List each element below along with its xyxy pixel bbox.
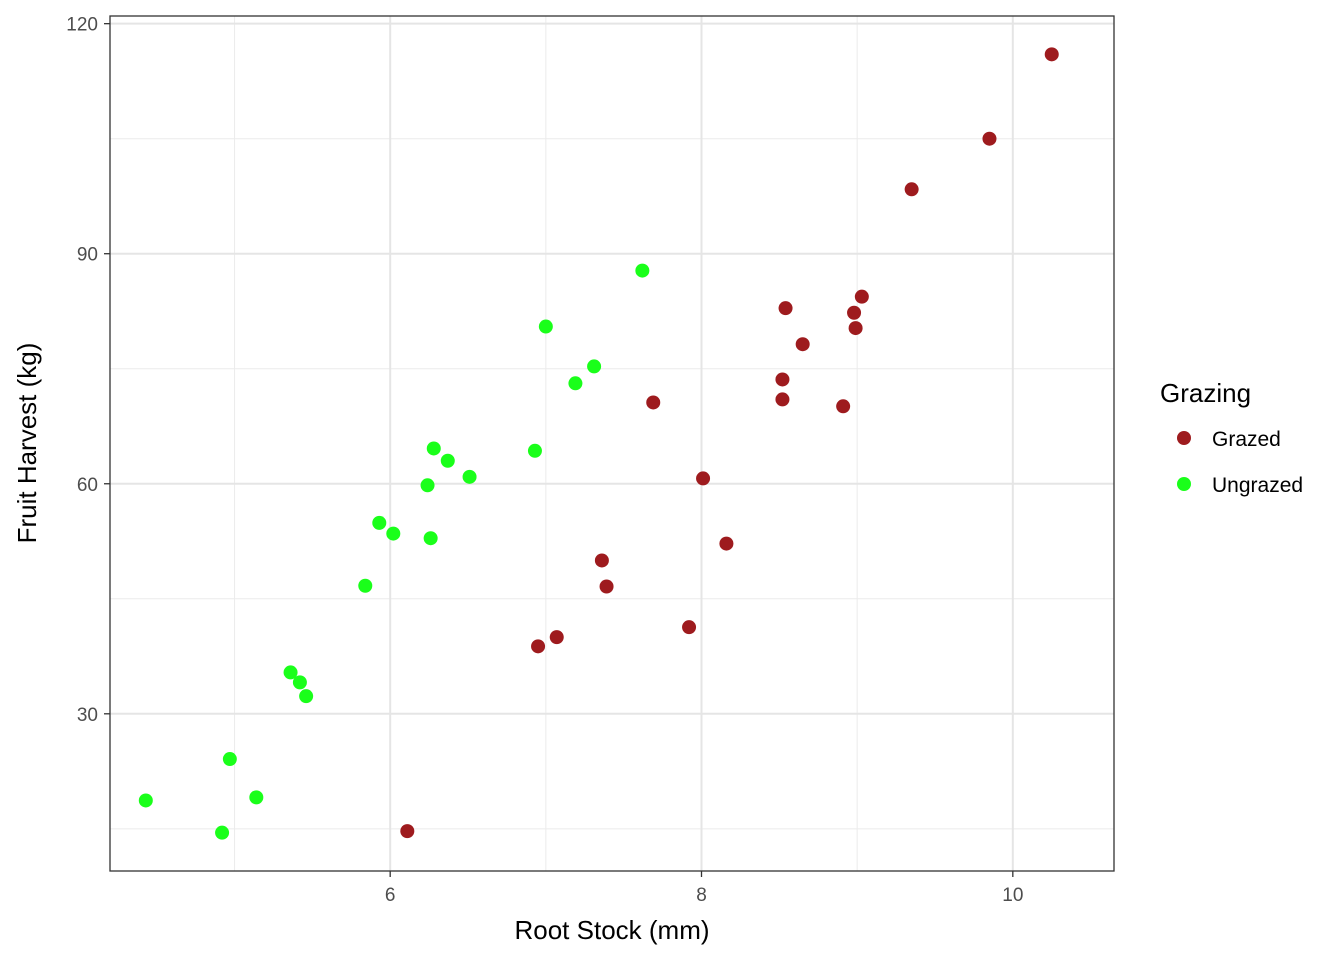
x-tick-label: 10 [1002, 885, 1023, 906]
point-grazed [778, 301, 793, 316]
legend-key-ungrazed [1177, 477, 1191, 491]
point-ungrazed [462, 469, 477, 484]
point-grazed [775, 392, 790, 407]
x-tick-label: 8 [696, 885, 707, 906]
point-ungrazed [386, 526, 401, 541]
panel-border [109, 15, 1115, 872]
point-ungrazed [440, 453, 455, 468]
grid-minor [110, 16, 1114, 871]
point-grazed [775, 372, 790, 387]
point-grazed [982, 131, 997, 146]
point-grazed [795, 337, 810, 352]
point-grazed [836, 399, 851, 414]
legend-label-grazed: Grazed [1212, 428, 1281, 451]
y-tick-label: 30 [77, 705, 98, 726]
point-grazed [400, 824, 415, 839]
point-ungrazed [635, 263, 650, 278]
point-grazed [854, 289, 869, 304]
y-axis-title: Fruit Harvest (kg) [12, 343, 42, 544]
point-ungrazed [283, 665, 298, 680]
legend-items: Grazed Ungrazed [1177, 428, 1303, 497]
point-grazed [1044, 47, 1059, 62]
y-axis-ticks: 30 60 90 120 [66, 15, 110, 726]
data-points [138, 47, 1059, 840]
point-ungrazed [299, 689, 314, 704]
point-grazed [549, 630, 564, 645]
point-grazed [847, 305, 862, 320]
point-grazed [531, 639, 546, 654]
point-ungrazed [215, 825, 230, 840]
point-grazed [646, 395, 661, 410]
point-ungrazed [292, 675, 307, 690]
point-ungrazed [587, 359, 602, 374]
point-ungrazed [138, 793, 153, 808]
x-axis-ticks: 6 8 10 [385, 871, 1023, 906]
point-ungrazed [372, 515, 387, 530]
point-ungrazed [568, 376, 583, 391]
point-ungrazed [426, 441, 441, 456]
point-ungrazed [249, 790, 264, 805]
panel-background [110, 16, 1114, 871]
point-grazed [682, 620, 697, 635]
legend-key-grazed [1177, 431, 1191, 445]
point-grazed [599, 579, 614, 594]
y-tick-label: 90 [77, 245, 98, 266]
x-axis-title: Root Stock (mm) [514, 915, 709, 945]
point-grazed [594, 553, 609, 568]
x-tick-label: 6 [385, 885, 396, 906]
legend: Grazing Grazed Ungrazed [1160, 378, 1303, 497]
point-grazed [719, 536, 734, 551]
point-ungrazed [527, 443, 542, 458]
point-grazed [696, 471, 711, 486]
point-grazed [848, 321, 863, 336]
point-ungrazed [420, 478, 435, 493]
y-tick-label: 60 [77, 475, 98, 496]
y-tick-label: 120 [66, 15, 98, 36]
point-ungrazed [222, 752, 237, 767]
point-ungrazed [358, 578, 373, 593]
grid-major [110, 16, 1114, 871]
legend-title: Grazing [1160, 378, 1251, 408]
point-ungrazed [538, 319, 553, 334]
point-ungrazed [423, 531, 438, 546]
point-grazed [904, 182, 919, 197]
legend-label-ungrazed: Ungrazed [1212, 474, 1303, 497]
